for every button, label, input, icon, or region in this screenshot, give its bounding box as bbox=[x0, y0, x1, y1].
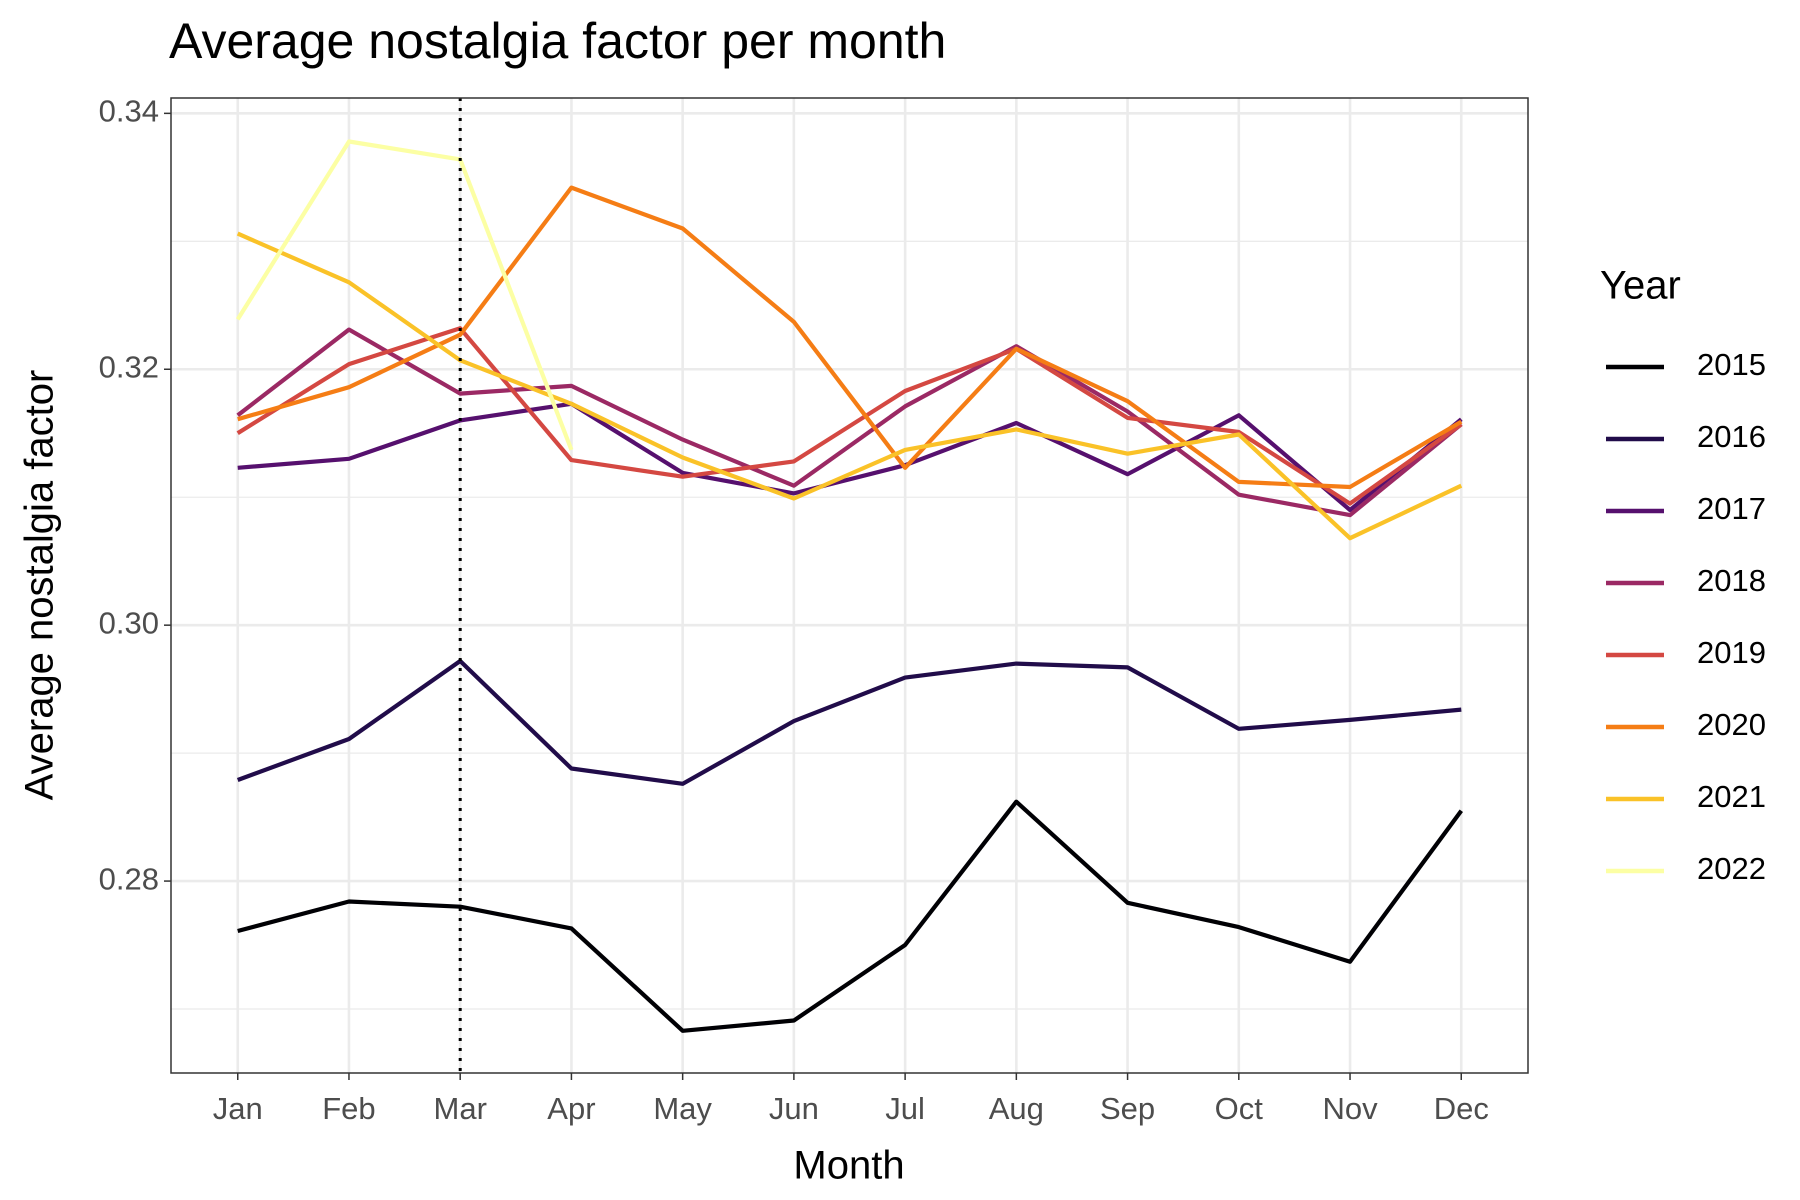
series-line bbox=[236, 231, 1463, 541]
x-tick-label: Nov bbox=[1322, 1091, 1378, 1126]
series-line bbox=[236, 326, 1463, 506]
legend-label: 2020 bbox=[1697, 707, 1766, 742]
series-line bbox=[236, 327, 1463, 518]
x-tick-label: Jun bbox=[769, 1091, 819, 1126]
x-tick-label: Oct bbox=[1215, 1091, 1264, 1126]
x-tick-label: May bbox=[653, 1091, 712, 1126]
x-tick-label: Feb bbox=[322, 1091, 375, 1126]
legend-label: 2016 bbox=[1697, 419, 1766, 454]
x-tick-label: Apr bbox=[547, 1091, 595, 1126]
y-tick-label: 0.34 bbox=[99, 94, 159, 129]
series-line bbox=[235, 139, 574, 451]
legend-label: 2021 bbox=[1697, 779, 1766, 814]
legend-label: 2015 bbox=[1697, 347, 1766, 382]
y-tick-label: 0.32 bbox=[99, 349, 159, 384]
panel-border bbox=[170, 97, 1529, 1074]
series-line bbox=[237, 401, 1463, 513]
x-tick-label: Sep bbox=[1100, 1091, 1155, 1126]
x-tick-label: Jan bbox=[213, 1091, 263, 1126]
legend-label: 2022 bbox=[1697, 851, 1766, 886]
x-tick-label: Mar bbox=[434, 1091, 487, 1126]
chart-title: Average nostalgia factor per month bbox=[169, 13, 946, 69]
plot-background bbox=[171, 98, 1528, 1073]
x-axis-title: Month bbox=[793, 1144, 904, 1188]
y-axis-title: Average nostalgia factor bbox=[18, 370, 62, 801]
x-tick-label: Jul bbox=[885, 1091, 925, 1126]
x-tick-label: Aug bbox=[989, 1091, 1044, 1126]
legend-title: Year bbox=[1600, 264, 1681, 308]
y-tick-label: 0.28 bbox=[99, 861, 159, 896]
series-line bbox=[237, 799, 1463, 1033]
legend-label: 2018 bbox=[1697, 563, 1766, 598]
legend-label: 2017 bbox=[1697, 491, 1766, 526]
x-tick-label: Dec bbox=[1434, 1091, 1489, 1126]
legend-label: 2019 bbox=[1697, 635, 1766, 670]
series-line bbox=[237, 185, 1463, 490]
y-tick-label: 0.30 bbox=[99, 605, 159, 640]
series-line bbox=[236, 658, 1462, 786]
